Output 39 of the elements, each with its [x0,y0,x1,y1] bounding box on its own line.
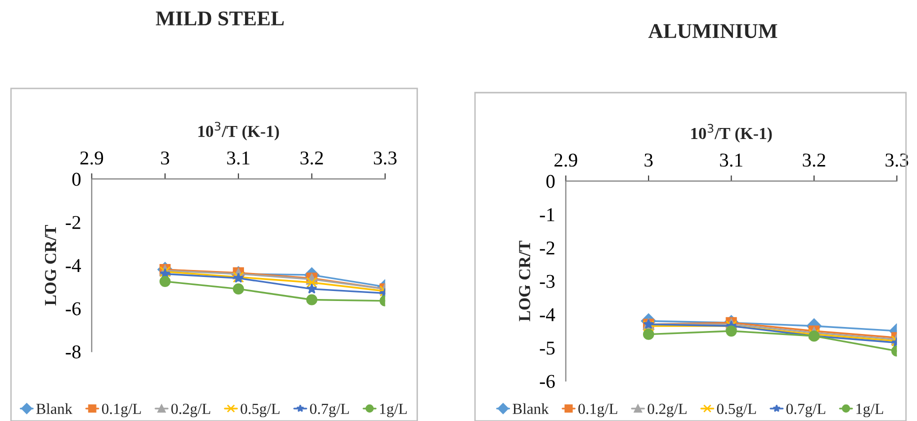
y-tick-label: -6 [66,302,81,316]
y-axis-title: LOG CR/T [44,224,56,306]
chart-title: ALUMINIUM [648,24,778,38]
legend-label: 0.2g/L [171,404,210,418]
x-tick-label: 3.1 [720,154,742,167]
x-tick-label: 3 [161,151,170,165]
legend-label: Blank [512,403,549,414]
y-tick-label: -1 [540,208,554,222]
legend-label: 1g/L [380,404,407,418]
y-tick-label: -4 [66,259,81,272]
y-tick-label: -2 [66,216,80,229]
legend-label: 0.7g/L [310,404,349,418]
y-tick-label: -5 [540,342,555,355]
y-tick-label: 0 [546,174,555,188]
chart-title: MILD STEEL [156,11,284,26]
y-tick-label: 0 [72,172,81,186]
x-tick-label: 3 [644,154,653,167]
x-axis-title: 10$^{3}$/T (K-1) [691,124,772,143]
legend-label: 0.7g/L [786,404,826,418]
y-tick-label: -8 [66,345,81,358]
y-tick-label: -2 [540,242,554,254]
x-axis-title: 10$^{3}$/T (K-1) [198,122,279,140]
legend-label: 0.2g/L [648,404,687,418]
legend-label: 0.5g/L [717,404,756,418]
x-tick-label: 3.2 [300,151,323,165]
x-tick-label: 3.1 [227,151,250,165]
legend-label: 0.1g/L [102,404,141,418]
legend-label: 0.1g/L [578,404,618,418]
y-tick-label: -6 [540,374,555,388]
x-tick-label: 2.9 [554,154,578,167]
y-axis-title: LOG CR/T [519,240,530,322]
y-tick-label: -3 [540,274,555,288]
y-tick-label: -4 [540,308,556,322]
legend-label: 1g/L [856,404,884,418]
x-tick-label: 2.9 [80,151,104,165]
legend-label: 0.5g/L [240,404,280,418]
x-tick-label: 3.3 [374,151,397,165]
x-tick-label: 3.2 [802,154,826,167]
legend-label: Blank [36,403,72,414]
